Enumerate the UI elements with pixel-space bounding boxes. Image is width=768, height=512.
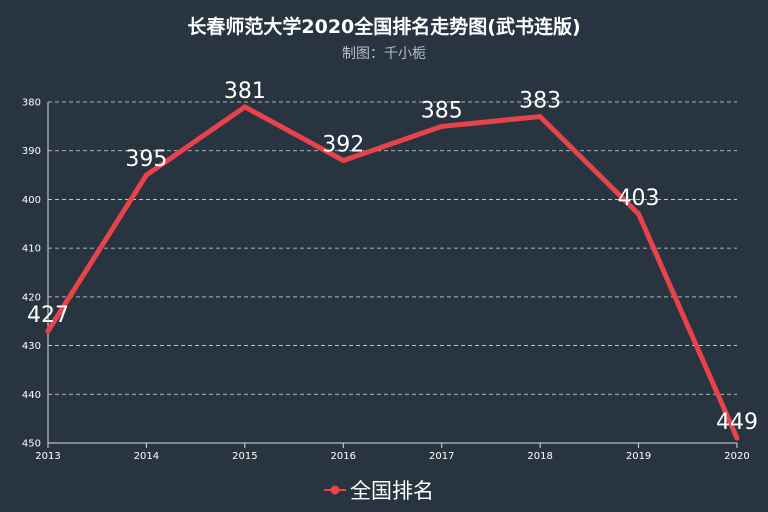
- x-tick-label: 2014: [134, 451, 159, 462]
- grid-lines: [48, 101, 737, 395]
- data-label: 385: [421, 98, 463, 123]
- x-tick-label: 2018: [527, 451, 552, 462]
- legend[interactable]: 全国排名: [324, 479, 434, 503]
- data-labels: 427 395 381 392 385 383 403 449: [27, 79, 758, 435]
- data-label: 449: [716, 410, 758, 435]
- data-point[interactable]: [45, 328, 51, 334]
- series-lines: [45, 103, 740, 441]
- data-point[interactable]: [734, 435, 740, 441]
- data-point[interactable]: [143, 172, 149, 178]
- y-tick-label: 410: [22, 244, 41, 255]
- x-tick-label: 2017: [429, 451, 454, 462]
- chart-subtitle: 制图：千小栀: [342, 46, 426, 62]
- y-tick-label: 380: [22, 98, 41, 109]
- x-tick-label: 2019: [626, 451, 651, 462]
- x-tick-label: 2016: [331, 451, 356, 462]
- series-line[interactable]: [45, 103, 740, 440]
- chart-title: 长春师范大学2020全国排名走势图(武书连版): [187, 15, 580, 38]
- y-tick-label: 400: [22, 195, 41, 206]
- data-label: 395: [125, 147, 167, 172]
- data-label: 392: [322, 132, 364, 157]
- data-label: 427: [27, 303, 69, 328]
- data-point[interactable]: [340, 157, 346, 163]
- data-label: 403: [618, 186, 660, 211]
- data-label: 381: [224, 79, 266, 104]
- y-tick-label: 420: [22, 292, 41, 303]
- x-tick-label: 2015: [232, 451, 257, 462]
- legend-dot-marker: [330, 485, 340, 495]
- y-tick-label: 390: [22, 146, 41, 157]
- y-tick-label: 430: [22, 341, 41, 352]
- legend-label: 全国排名: [350, 479, 434, 503]
- data-point[interactable]: [439, 123, 445, 129]
- x-tick-label: 2013: [35, 451, 60, 462]
- data-point[interactable]: [242, 104, 248, 110]
- data-label: 383: [519, 89, 561, 114]
- x-tick-label: 2020: [724, 451, 749, 462]
- data-point[interactable]: [636, 211, 642, 217]
- y-tick-label: 440: [22, 390, 41, 401]
- y-tick-label: 450: [22, 439, 41, 450]
- data-point[interactable]: [537, 114, 543, 120]
